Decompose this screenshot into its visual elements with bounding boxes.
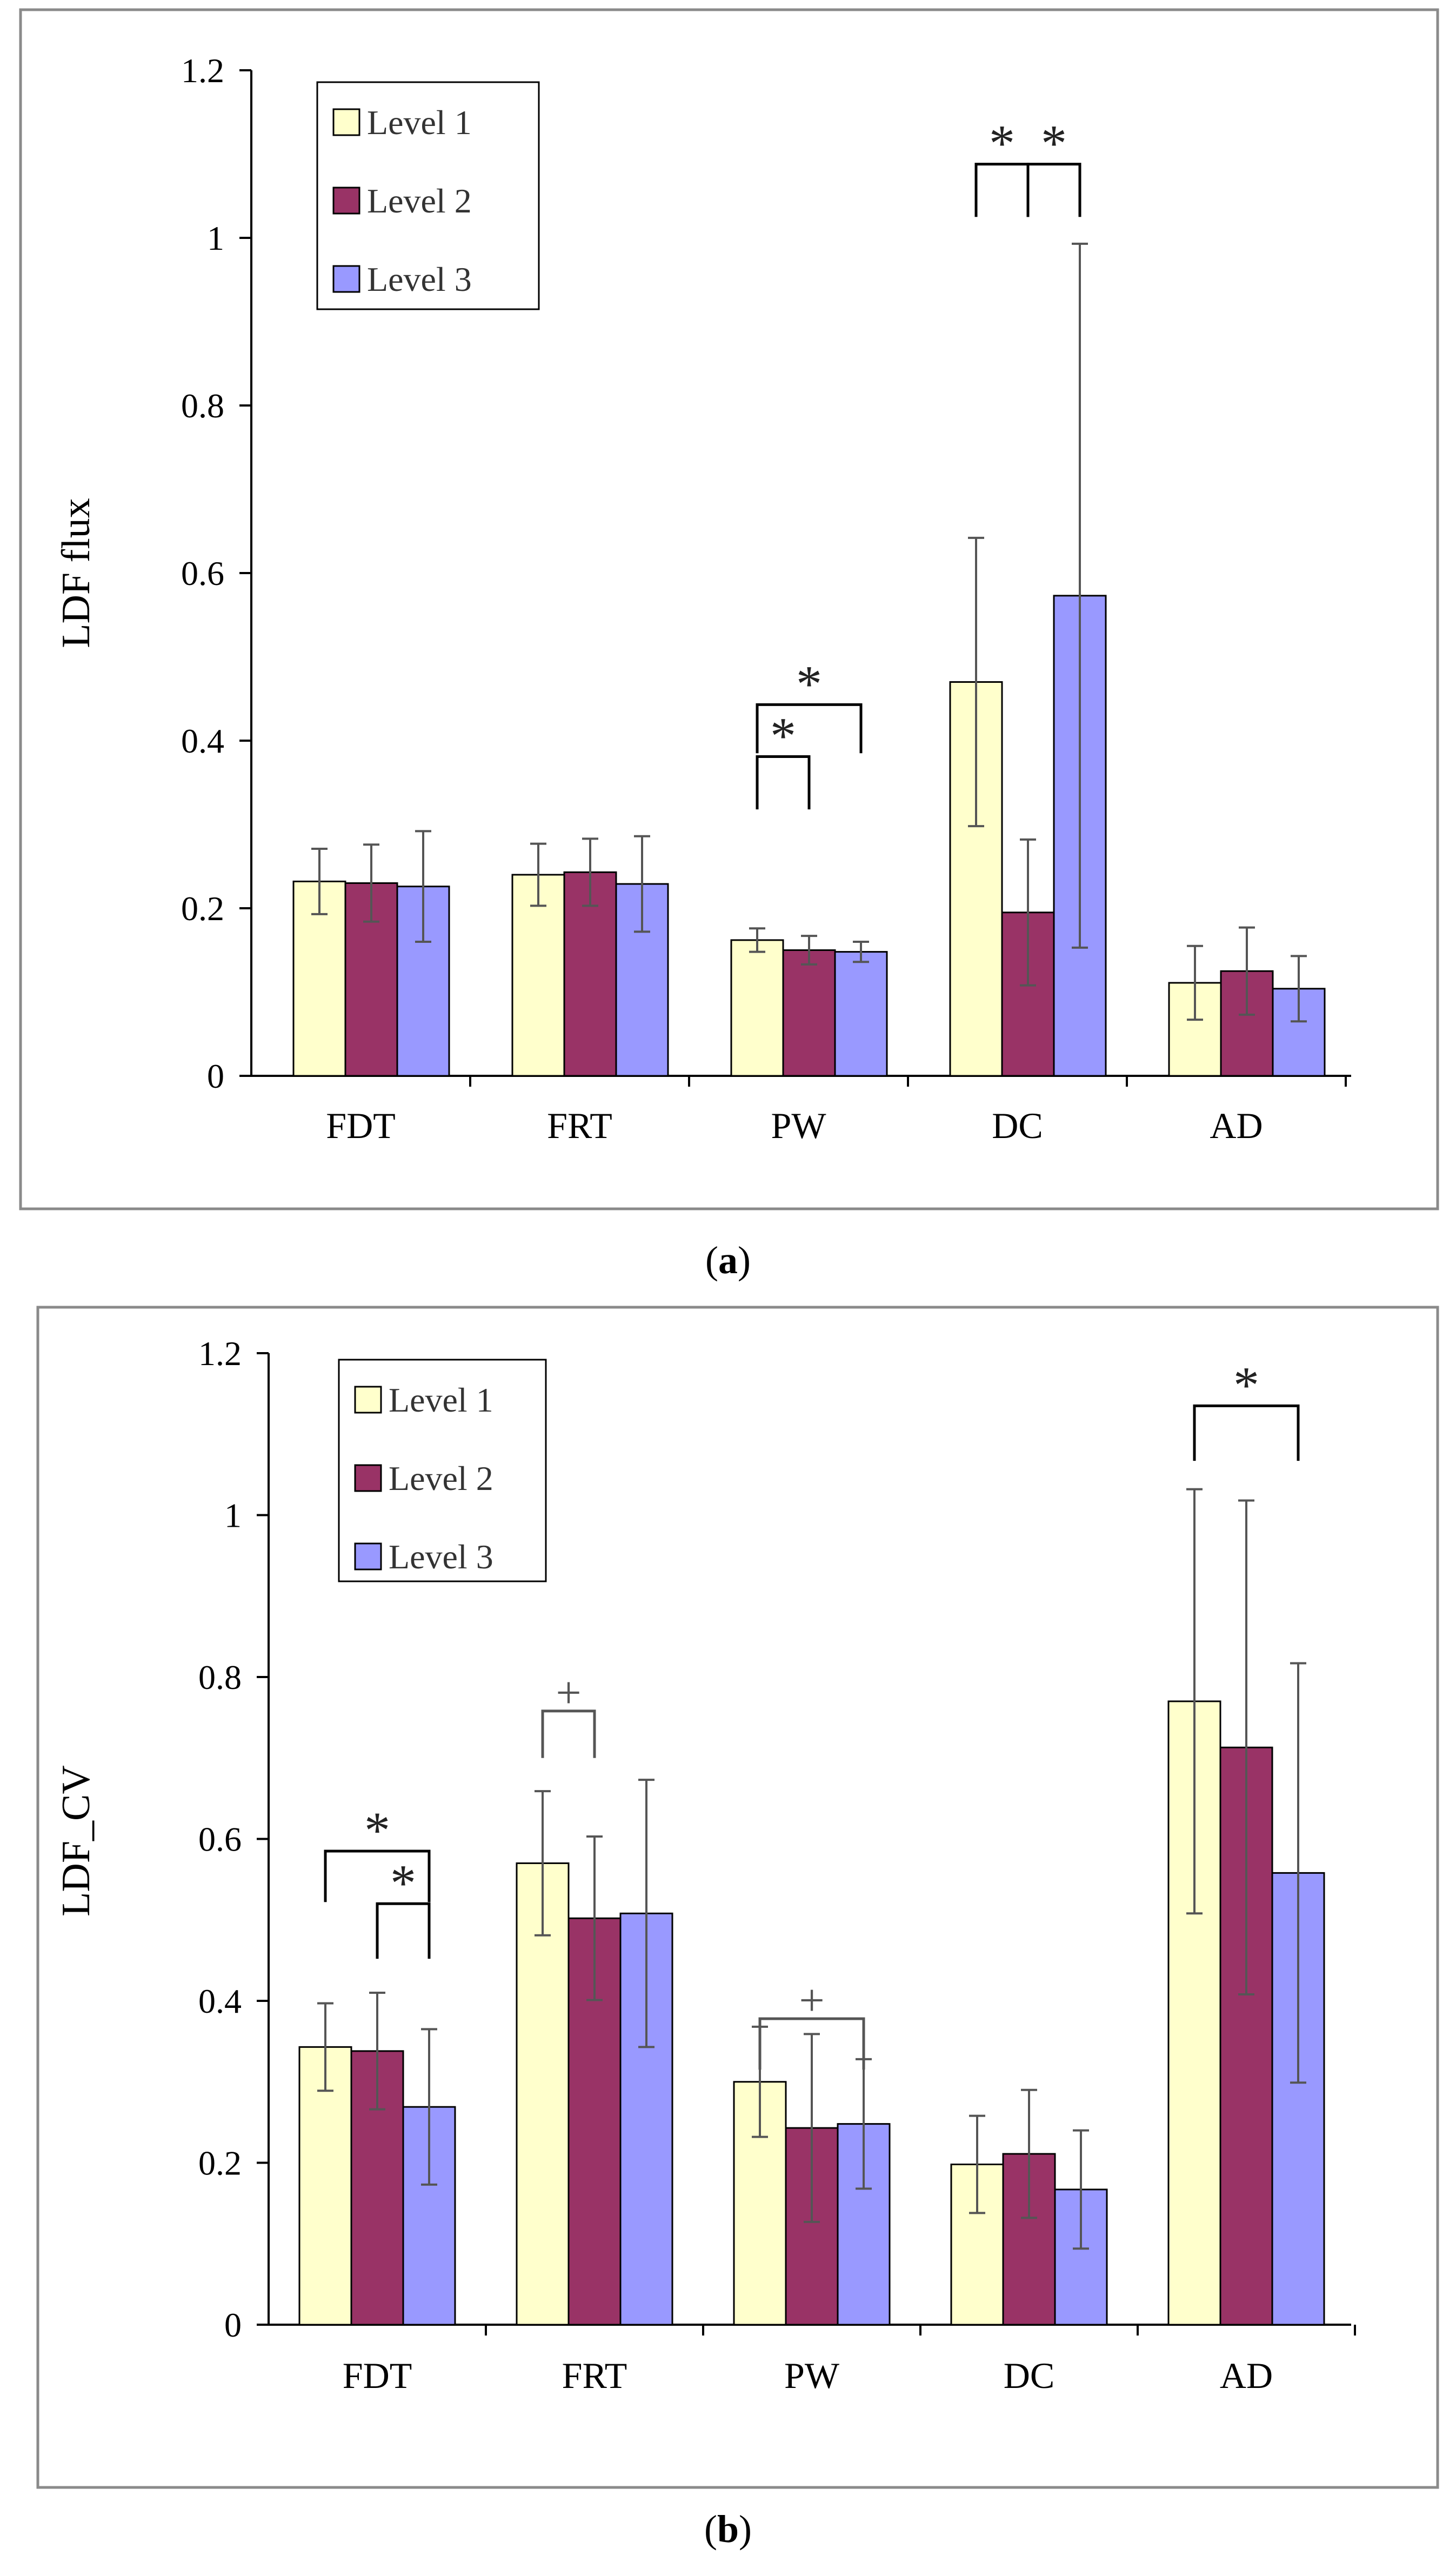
bar <box>516 1862 570 2326</box>
legend-label: Level 1 <box>389 1381 493 1419</box>
legend-swatch <box>332 265 360 293</box>
y-tick-label: 0 <box>224 2306 242 2344</box>
significance-mark: * <box>1233 1356 1259 1414</box>
x-tick-label: FDT <box>343 2355 412 2396</box>
legend-swatch <box>332 108 360 136</box>
y-tick-label: 0.2 <box>198 2144 242 2183</box>
significance-mark: * <box>364 1801 390 1859</box>
significance-mark: * <box>1041 115 1067 172</box>
y-tick-label: 1 <box>224 1496 242 1535</box>
y-tick-label: 1 <box>207 219 224 257</box>
x-tick-label: PW <box>784 2355 840 2396</box>
x-tick-label: AD <box>1220 2355 1273 2396</box>
significance-bracket <box>1193 1404 1300 1461</box>
legend-swatch <box>354 1464 382 1492</box>
significance-bracket <box>758 2017 865 2070</box>
bar <box>1272 988 1326 1077</box>
x-tick-label: FRT <box>547 1105 612 1146</box>
significance-mark: * <box>770 707 796 764</box>
significance-bracket <box>756 703 863 754</box>
significance-mark: * <box>796 655 822 713</box>
legend-label: Level 3 <box>367 260 472 298</box>
significance-bracket <box>756 755 811 810</box>
significance-mark: * <box>989 115 1015 172</box>
bar <box>834 951 888 1077</box>
x-tick-label: DC <box>1004 2355 1054 2396</box>
y-tick-label: 0.6 <box>181 554 224 593</box>
legend-label: Level 2 <box>367 182 472 220</box>
x-tick-label: AD <box>1210 1105 1263 1146</box>
x-tick-label: DC <box>992 1105 1043 1146</box>
bar <box>298 2046 352 2326</box>
y-tick-label: 0.8 <box>181 387 224 425</box>
significance-bracket <box>541 1709 596 1758</box>
significance-mark: * <box>390 1854 416 1912</box>
caption-b: (b) <box>704 2507 752 2551</box>
significance-bracket <box>1026 163 1081 217</box>
legend-swatch <box>354 1386 382 1414</box>
legend-swatch <box>354 1542 382 1571</box>
x-tick-label: FRT <box>562 2355 627 2396</box>
y-axis-title: LDF flux <box>54 498 98 648</box>
y-axis-title: LDF_CV <box>54 1765 98 1917</box>
y-tick-label: 0.6 <box>198 1820 242 1859</box>
y-tick-label: 0.4 <box>198 1982 242 2020</box>
y-tick-label: 1.2 <box>181 51 224 90</box>
significance-mark: + <box>799 1975 824 2026</box>
y-tick-label: 1.2 <box>198 1334 242 1373</box>
legend-label: Level 2 <box>389 1459 493 1498</box>
y-tick-label: 0.4 <box>181 722 224 760</box>
legend-label: Level 1 <box>367 103 472 142</box>
y-tick-label: 0.2 <box>181 889 224 928</box>
y-tick-label: 0.8 <box>198 1658 242 1696</box>
significance-mark: + <box>556 1668 581 1718</box>
bar <box>782 949 836 1077</box>
y-tick-label: 0 <box>207 1057 224 1095</box>
x-tick-label: PW <box>771 1105 827 1146</box>
legend-swatch <box>332 187 360 215</box>
x-tick-label: FDT <box>326 1105 395 1146</box>
significance-bracket <box>324 1849 431 1902</box>
bar <box>730 939 784 1077</box>
caption-a: (a) <box>705 1239 751 1282</box>
significance-bracket <box>376 1902 431 1959</box>
legend-label: Level 3 <box>389 1538 493 1576</box>
